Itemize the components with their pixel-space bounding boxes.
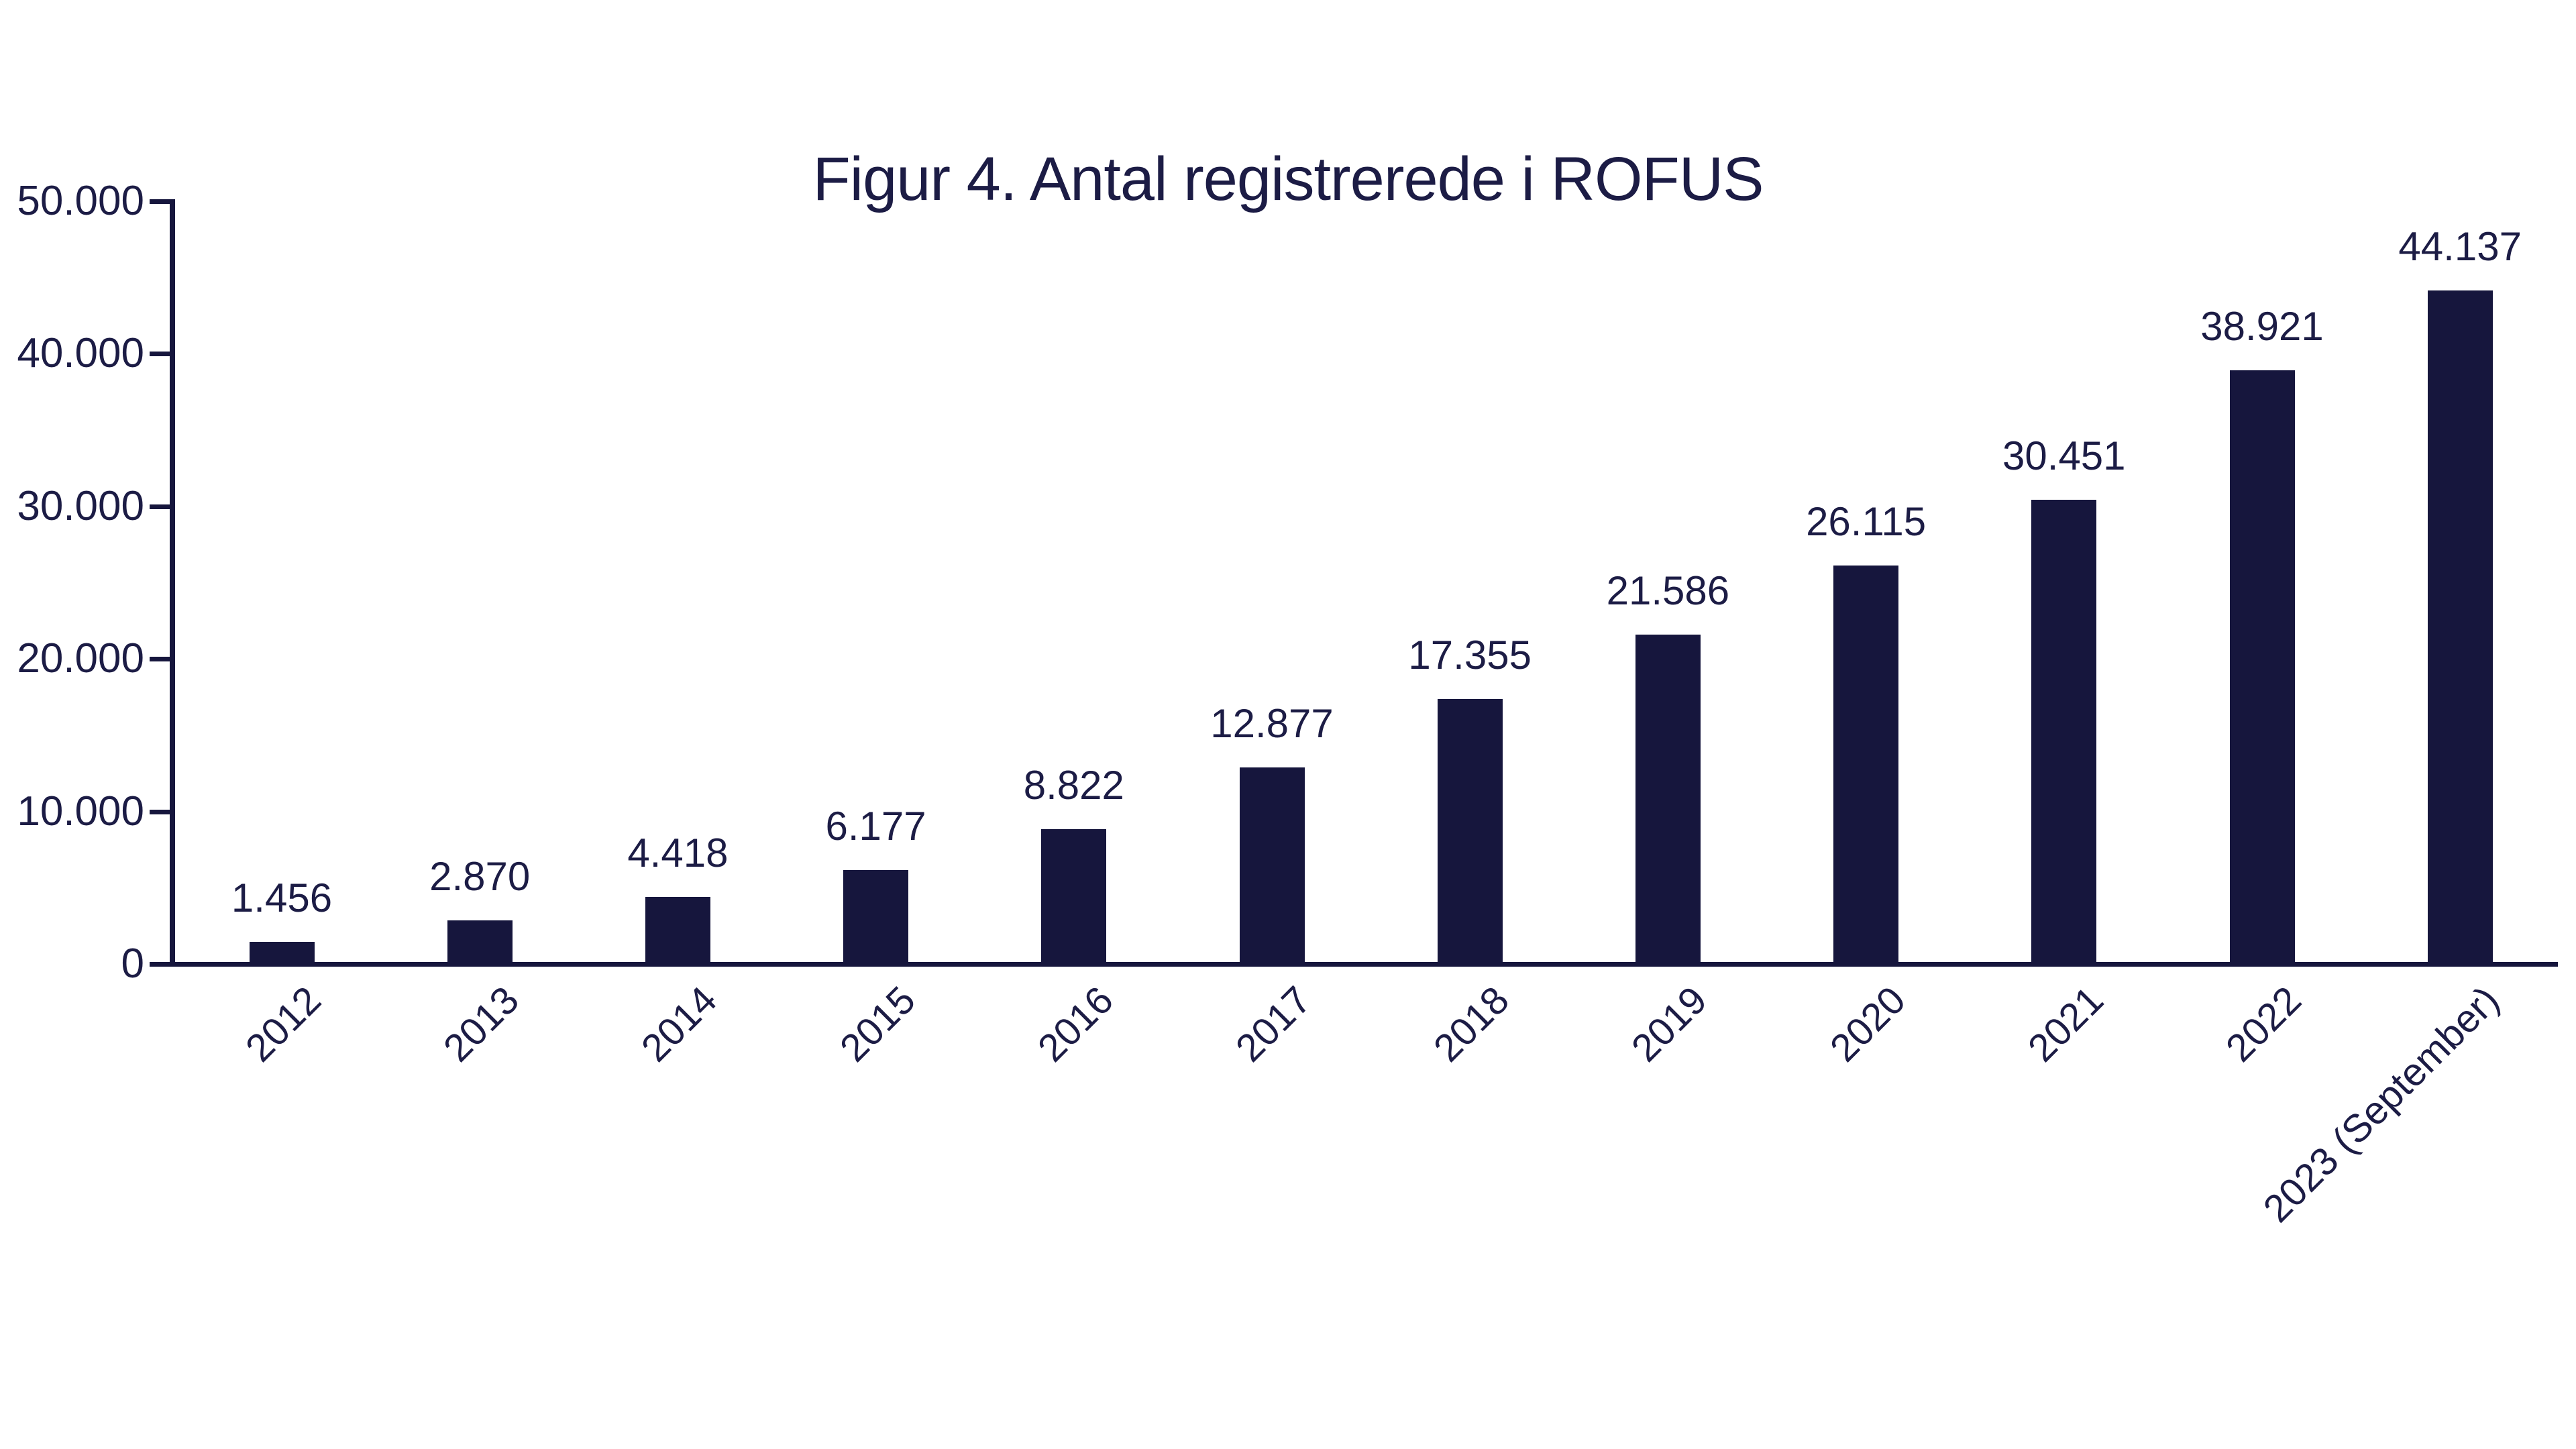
y-tick-label: 20.000	[17, 635, 144, 682]
bar-2018	[1437, 699, 1503, 964]
x-tick-label: 2014	[633, 978, 726, 1071]
x-tick-label: 2020	[1821, 978, 1914, 1071]
bar-value-label: 17.355	[1408, 633, 1532, 678]
x-tick-label: 2019	[1623, 978, 1716, 1071]
bar-2019	[1635, 635, 1701, 964]
chart-title: Figur 4. Antal registrerede i ROFUS	[812, 145, 1764, 213]
bar-value-label: 4.418	[627, 830, 729, 875]
bar-2016	[1041, 829, 1107, 964]
bar-value-label: 21.586	[1606, 568, 1730, 614]
x-tick-label: 2015	[831, 978, 924, 1071]
bar-2012	[249, 941, 315, 964]
y-tick-mark	[150, 352, 170, 357]
bar-value-label: 1.456	[231, 875, 333, 920]
y-tick-mark	[150, 504, 170, 509]
bar-value-label: 8.822	[1023, 763, 1124, 808]
bar-2015	[843, 869, 909, 964]
x-tick-label: 2023 (September)	[2255, 978, 2508, 1231]
bar-2020	[1833, 566, 1899, 964]
bar-value-label: 44.137	[2398, 224, 2522, 270]
bar-value-label: 2.870	[429, 853, 531, 899]
bar-2023 (September)	[2427, 290, 2493, 964]
bar-2022	[2229, 370, 2295, 964]
x-axis-line	[170, 962, 2558, 967]
x-tick-label: 2013	[435, 978, 528, 1071]
bar-2021	[2031, 499, 2097, 964]
y-axis-line	[170, 199, 175, 967]
y-tick-label: 0	[121, 941, 144, 987]
bar-value-label: 26.115	[1806, 499, 1927, 545]
y-tick-mark	[150, 809, 170, 814]
x-tick-label: 2017	[1227, 978, 1320, 1071]
y-tick-mark	[150, 962, 170, 967]
y-tick-label: 40.000	[17, 330, 144, 377]
bar-value-label: 38.921	[2200, 303, 2324, 349]
bar-value-label: 30.451	[2002, 433, 2126, 478]
y-tick-label: 50.000	[17, 178, 144, 224]
y-tick-label: 10.000	[17, 788, 144, 835]
bar-value-label: 6.177	[825, 803, 926, 849]
bar-value-label: 12.877	[1210, 701, 1334, 747]
y-tick-label: 30.000	[17, 482, 144, 529]
x-tick-label: 2018	[1425, 978, 1518, 1071]
y-tick-mark	[150, 199, 170, 204]
x-tick-label: 2022	[2217, 978, 2310, 1071]
x-tick-label: 2016	[1029, 978, 1122, 1071]
y-tick-mark	[150, 657, 170, 662]
bar-2017	[1239, 767, 1305, 964]
x-tick-label: 2021	[2019, 978, 2112, 1071]
bar-2014	[645, 896, 710, 964]
bar-2013	[447, 920, 513, 964]
